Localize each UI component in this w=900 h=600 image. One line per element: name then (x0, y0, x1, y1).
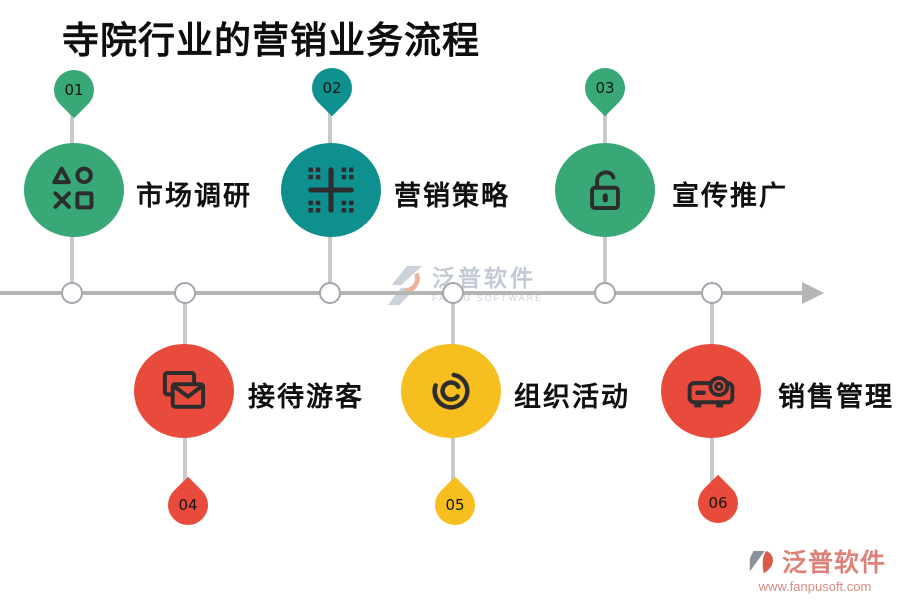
step-number-pin: 04 (159, 476, 217, 534)
footer-brand: 泛普软件 www.fanpusoft.com (744, 550, 886, 594)
timeline-node (319, 282, 341, 304)
step-icon-bubble (134, 344, 234, 438)
mail-stack-icon (162, 371, 206, 409)
step-label: 营销策略 (394, 181, 510, 211)
step-number-pin: 05 (426, 476, 484, 534)
step-number-pin: 02 (303, 59, 361, 117)
step-label: 组织活动 (514, 382, 630, 412)
step-icon-bubble (661, 344, 761, 438)
shapes-icon (52, 166, 94, 210)
step-label: 销售管理 (778, 382, 894, 412)
unlock-icon (590, 170, 620, 210)
footer-website: www.fanpusoft.com (758, 579, 872, 594)
timeline-node (701, 282, 723, 304)
step-icon-bubble (281, 143, 381, 237)
timeline-node (174, 282, 196, 304)
step-icon-bubble (555, 143, 655, 237)
watermark-brand-en: FANPU SOFTWARE (432, 293, 544, 303)
step-number-pin: 01 (45, 61, 103, 119)
grid-cross-icon (308, 167, 354, 213)
step-number: 02 (322, 79, 342, 97)
step-number: 01 (64, 81, 84, 99)
step-icon-bubble (401, 344, 501, 438)
step-number: 06 (708, 494, 728, 512)
step-number: 03 (595, 79, 615, 97)
timeline-arrowhead-icon (802, 282, 824, 304)
step-label: 接待游客 (248, 382, 364, 412)
footer-brand-cn: 泛普软件 (781, 550, 886, 577)
step-number-pin: 06 (689, 474, 747, 532)
center-watermark: 泛普软件 FANPU SOFTWARE (384, 264, 543, 306)
step-label: 市场调研 (136, 181, 252, 211)
projector-icon (687, 376, 735, 408)
step-icon-bubble (24, 143, 124, 237)
fanpu-watermark-logo-icon (387, 265, 423, 306)
step-number-pin: 03 (576, 59, 634, 117)
step-number: 05 (445, 496, 465, 514)
timeline-node (442, 282, 464, 304)
timeline-node (61, 282, 83, 304)
timeline-axis (0, 291, 806, 295)
step-number: 04 (178, 496, 198, 514)
step-label: 宣传推广 (672, 181, 788, 211)
timeline-node (594, 282, 616, 304)
spiral-icon (432, 372, 470, 410)
fanpu-logo-icon (749, 550, 773, 574)
page-title: 寺院行业的营销业务流程 (62, 21, 480, 62)
